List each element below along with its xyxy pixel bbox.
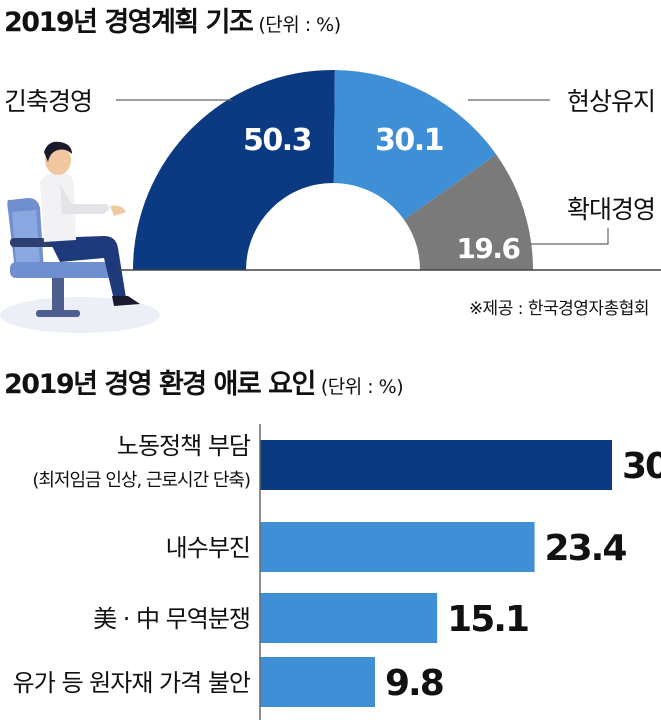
bar-category-label-4: 유가 등 원자재 가격 불안 [13,669,251,697]
bar-3 [260,593,438,643]
leader-line-확대경영 [530,228,609,245]
bar-title-text: 2019년 경영 환경 애로 요인 [4,369,316,400]
slice-value-확대경영: 19.6 [456,232,519,265]
slice-label-확대경영: 확대경영 [567,195,655,224]
slice-value-긴축경영: 50.3 [243,123,311,158]
bar-category-label-2: 내수부진 [166,534,250,562]
businessman-illustration [0,141,160,333]
bar-value-4: 9.8 [385,663,443,704]
bar-value-3: 15.1 [447,599,528,640]
bar-chart: 30.0 노동정책 부담 (최저임금 인상, 근로시간 단축) 23.4 내수부진 15.… [13,432,661,707]
donut-chart [133,70,533,270]
bar-1 [260,440,612,490]
donut-slice-긴축경영 [133,70,335,270]
donut-slice-현상유지 [333,70,497,220]
bar-category-sublabel-1: (최저임금 인상, 근로시간 단축) [32,470,250,491]
donut-slice-확대경영 [404,154,533,270]
bar-2 [260,522,535,572]
bar-unit: (단위 : %) [320,376,404,398]
bar-4 [260,657,375,707]
bar-chart-title: 2019년 경영 환경 애로 요인 (단위 : %) [4,362,404,401]
bar-value-2: 23.4 [545,528,627,569]
bar-category-label-1: 노동정책 부담 [117,432,251,460]
donut-unit: (단위 : %) [258,14,341,36]
bar-category-label-3: 美 · 中 무역분쟁 [93,605,250,633]
slice-label-긴축경영: 긴축경영 [4,87,92,116]
donut-chart-title: 2019년 경영계획 기조 (단위 : %) [4,0,341,39]
slice-value-현상유지: 30.1 [375,123,443,158]
bar-value-1: 30.0 [622,446,661,487]
slice-label-현상유지: 현상유지 [567,87,655,116]
donut-title-text: 2019년 경영계획 기조 [4,7,254,38]
source-credit: ※제공 : 한국경영자총협회 [468,299,650,319]
